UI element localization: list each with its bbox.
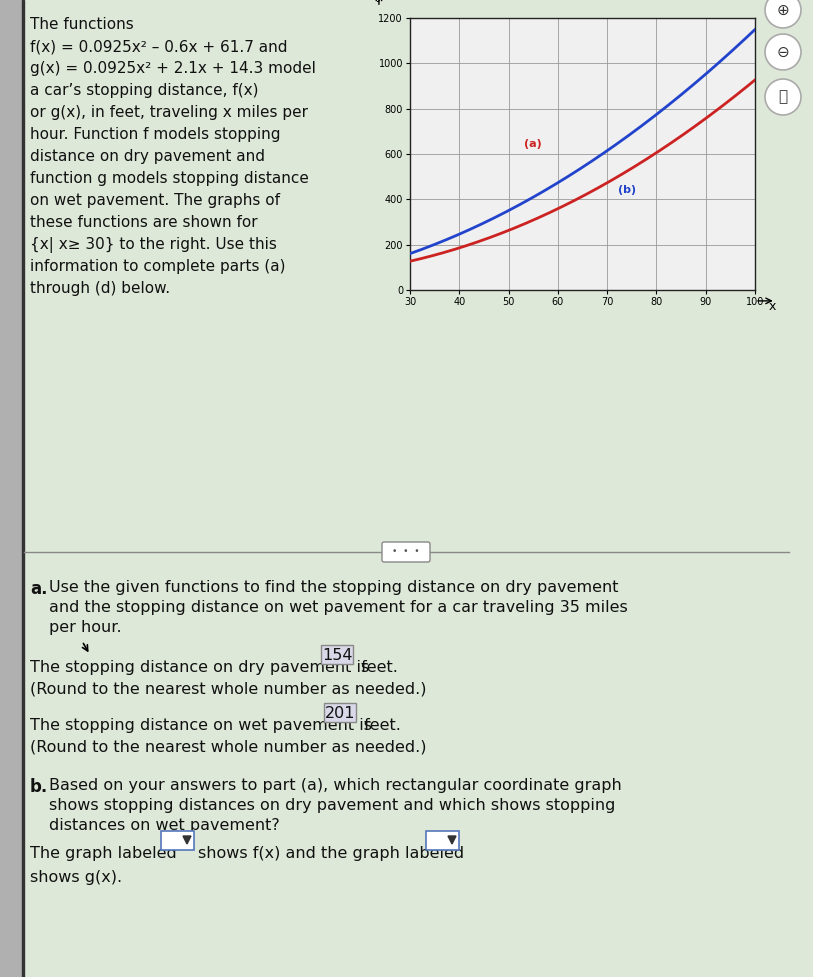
Text: Based on your answers to part (a), which rectangular coordinate graph: Based on your answers to part (a), which… (49, 778, 622, 793)
Text: g(x) = 0.0925x² + 2.1x + 14.3 model: g(x) = 0.0925x² + 2.1x + 14.3 model (30, 61, 316, 76)
FancyBboxPatch shape (425, 830, 459, 849)
Text: ⊕: ⊕ (776, 3, 789, 18)
Text: The stopping distance on dry pavement is: The stopping distance on dry pavement is (30, 660, 374, 675)
Text: information to complete parts (a): information to complete parts (a) (30, 259, 285, 274)
Text: or g(x), in feet, traveling x miles per: or g(x), in feet, traveling x miles per (30, 105, 308, 120)
Bar (22, 0, 24, 977)
Text: The functions: The functions (30, 17, 134, 32)
Text: per hour.: per hour. (49, 620, 122, 635)
Text: x: x (769, 300, 776, 313)
Text: 154: 154 (322, 648, 352, 662)
Text: a.: a. (30, 580, 47, 598)
Text: (a): (a) (524, 139, 542, 149)
Text: (Round to the nearest whole number as needed.): (Round to the nearest whole number as ne… (30, 740, 427, 755)
Text: a car’s stopping distance, f(x): a car’s stopping distance, f(x) (30, 83, 259, 98)
Text: y: y (376, 0, 383, 2)
Text: these functions are shown for: these functions are shown for (30, 215, 258, 230)
Text: on wet pavement. The graphs of: on wet pavement. The graphs of (30, 193, 280, 208)
Text: hour. Function f models stopping: hour. Function f models stopping (30, 127, 280, 142)
Text: ⧉: ⧉ (778, 90, 788, 105)
FancyBboxPatch shape (382, 542, 430, 562)
Text: b.: b. (30, 778, 48, 796)
Text: feet.: feet. (356, 660, 398, 675)
Polygon shape (448, 836, 456, 844)
FancyBboxPatch shape (324, 703, 356, 722)
Text: Use the given functions to find the stopping distance on dry pavement: Use the given functions to find the stop… (49, 580, 619, 595)
Bar (0, 0, 22, 977)
Text: (b): (b) (618, 185, 636, 194)
Text: •  •  •: • • • (392, 547, 420, 557)
Text: (Round to the nearest whole number as needed.): (Round to the nearest whole number as ne… (30, 682, 427, 697)
Text: through (d) below.: through (d) below. (30, 281, 170, 296)
Text: 201: 201 (324, 705, 355, 720)
FancyBboxPatch shape (321, 645, 353, 664)
Text: shows g(x).: shows g(x). (30, 870, 122, 885)
Polygon shape (183, 836, 191, 844)
Circle shape (765, 79, 801, 115)
Text: function g models stopping distance: function g models stopping distance (30, 171, 309, 186)
Text: The stopping distance on wet pavement is: The stopping distance on wet pavement is (30, 718, 377, 733)
Text: and the stopping distance on wet pavement for a car traveling 35 miles: and the stopping distance on wet pavemen… (49, 600, 628, 615)
FancyBboxPatch shape (160, 830, 193, 849)
Text: The graph labeled: The graph labeled (30, 846, 176, 861)
Circle shape (765, 34, 801, 70)
Text: ⊖: ⊖ (776, 45, 789, 60)
Text: f(x) = 0.0925x² – 0.6x + 61.7 and: f(x) = 0.0925x² – 0.6x + 61.7 and (30, 39, 288, 54)
Text: shows stopping distances on dry pavement and which shows stopping: shows stopping distances on dry pavement… (49, 798, 615, 813)
Text: shows f(x) and the graph labeled: shows f(x) and the graph labeled (198, 846, 464, 861)
Text: distances on wet pavement?: distances on wet pavement? (49, 818, 280, 833)
Text: distance on dry pavement and: distance on dry pavement and (30, 149, 265, 164)
Circle shape (765, 0, 801, 28)
Text: feet.: feet. (359, 718, 401, 733)
Text: {x| x≥ 30} to the right. Use this: {x| x≥ 30} to the right. Use this (30, 237, 277, 253)
